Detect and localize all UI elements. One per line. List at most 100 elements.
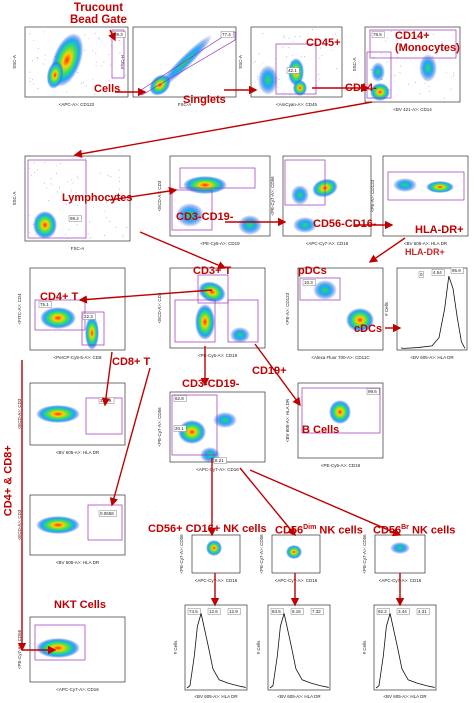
y-axis-label-p20: <PE-Cy7-A>: CD56 xyxy=(17,629,22,669)
scatter-dot xyxy=(319,57,321,59)
scatter-dot xyxy=(34,234,36,236)
scatter-dot xyxy=(59,186,61,188)
scatter-dot xyxy=(422,47,424,49)
scatter-dot xyxy=(399,72,401,74)
arrow-cd4t xyxy=(78,289,213,304)
x-axis-label-p16: <BV 605-A>: HLA DR xyxy=(56,560,100,565)
scatter-dot xyxy=(95,52,97,54)
x-axis-label-p7: <APC-Cy7-A>: CD16 xyxy=(306,241,349,246)
gate-value-cd8hla: 0.0658 xyxy=(100,511,114,516)
density-p4 xyxy=(370,83,390,101)
density-p4b xyxy=(419,54,437,82)
gate-value-cd14-box xyxy=(371,31,385,38)
label-cd8-t: CD8+ T xyxy=(112,356,151,368)
scatter-dot xyxy=(46,187,47,189)
gate-lymph xyxy=(27,159,87,239)
density-p16 xyxy=(36,516,80,534)
y-axis-label-p16: <ECD-A>: CD3 xyxy=(17,509,22,540)
scatter-dot xyxy=(309,44,311,46)
scatter-dot xyxy=(99,38,100,40)
gate-value-nk-c-box xyxy=(213,457,227,464)
histogram-x-label-1: <BV 605-A>: HLA DR xyxy=(194,694,238,698)
histogram-value-1b-box xyxy=(207,608,221,615)
gate-b xyxy=(301,387,381,434)
scatter-dot xyxy=(36,57,38,59)
scatter-dot xyxy=(126,226,127,228)
scatter-dot xyxy=(29,77,31,79)
y-axis-label-p8: <PE-A>: CD123 xyxy=(370,179,375,212)
label-nk-cd56-bright: CD56Br NK cells xyxy=(373,524,455,537)
label-cd45: CD45+ xyxy=(306,37,341,49)
scatter-dot xyxy=(28,215,30,217)
y-axis-label-p15: <BV 605-A>: HLA DR xyxy=(285,398,290,442)
gate-value-pdc: 10.3 xyxy=(304,280,313,285)
scatter-dot xyxy=(394,75,396,77)
x-axis-label-p1: <APC-A>: CD122 xyxy=(59,102,95,107)
label-nk-cd56-cd16: CD56+ CD16+ NK cells xyxy=(148,523,267,535)
gate-value-nk-c: 8.21 xyxy=(215,458,224,463)
scatter-dot xyxy=(73,199,75,201)
scatter-dot xyxy=(256,76,258,77)
histogram-value-1c: 12.9 xyxy=(229,609,238,614)
scatter-dot xyxy=(59,162,61,164)
scatter-dot xyxy=(119,89,121,91)
label-cd3-t: CD3+ T xyxy=(193,265,232,277)
density-p6b xyxy=(176,203,204,227)
scatter-dot xyxy=(65,203,67,205)
scatter-dot xyxy=(289,94,291,96)
arrow-bead xyxy=(108,29,116,42)
scatter-dot xyxy=(84,49,86,51)
scatter-dot xyxy=(304,56,306,57)
y-axis-label-p4: SSC-A xyxy=(352,58,357,72)
scatter-dot xyxy=(411,51,413,52)
histogram-line-3 xyxy=(375,613,435,689)
x-axis-label-p6: <PE-Cy5-A>: CD19 xyxy=(200,241,240,246)
y-axis-label-p7: <PE-Cy7-A>: CD56 xyxy=(270,176,275,216)
scatter-dot xyxy=(110,176,112,178)
density-p11 xyxy=(313,280,337,300)
scatter-dot xyxy=(66,181,68,183)
scatter-dot xyxy=(77,71,79,73)
scatter-dot xyxy=(318,73,320,75)
scatter-dot xyxy=(59,188,61,190)
gate-value-pdc-box xyxy=(302,279,316,286)
gate-cd45 xyxy=(275,43,317,95)
density-p14b xyxy=(213,412,237,428)
scatter-dot xyxy=(103,61,105,63)
label-cd3-cd19-negative-2: CD3-CD19- xyxy=(182,378,240,390)
scatter-dot xyxy=(44,162,46,164)
gate-nkt xyxy=(34,624,86,661)
scatter-dot xyxy=(318,78,320,80)
label-nk-cd56-dim: CD56Dim NK cells xyxy=(275,524,363,537)
gate-nk xyxy=(171,394,218,456)
gate-value-cdc-mid-box xyxy=(431,269,445,276)
scatter-dot xyxy=(450,88,452,90)
scatter-dot xyxy=(385,40,387,42)
histogram-cdc-line xyxy=(400,276,466,349)
density-p11b xyxy=(346,308,374,332)
scatter-dot xyxy=(400,40,402,42)
arrow-cd8t-to-hla xyxy=(101,351,113,407)
gate-value-cd4-box xyxy=(38,301,52,308)
scatter-dot xyxy=(292,41,294,43)
gate-value-cdc-neg-box xyxy=(418,271,424,278)
scatter-dot xyxy=(321,54,323,56)
scatter-dot xyxy=(416,38,418,40)
density-p19 xyxy=(390,542,410,554)
label-cdcs: cDCs xyxy=(354,323,383,335)
scatter-dot xyxy=(43,31,45,33)
scatter-dot xyxy=(98,37,99,39)
gate-cd3 xyxy=(197,274,229,304)
scatter-dot xyxy=(387,37,389,39)
scatter-dot xyxy=(86,85,87,87)
gate-value-singlet: 77.4 xyxy=(222,32,231,37)
label-cd56-cd16-negative: CD56-CD16- xyxy=(313,218,377,230)
scatter-dot xyxy=(453,75,455,77)
scatter-dot xyxy=(283,35,285,37)
y-axis-label-p6: <ECD-A>: CD3 xyxy=(157,180,162,211)
density-p3b xyxy=(293,80,307,96)
gate-cd19 xyxy=(227,299,259,343)
gate-value-lymph: 99.2 xyxy=(70,216,79,221)
scatter-dot xyxy=(453,72,454,74)
x-axis-label-p12: <BV 605-A>: HLA DR xyxy=(410,355,454,360)
